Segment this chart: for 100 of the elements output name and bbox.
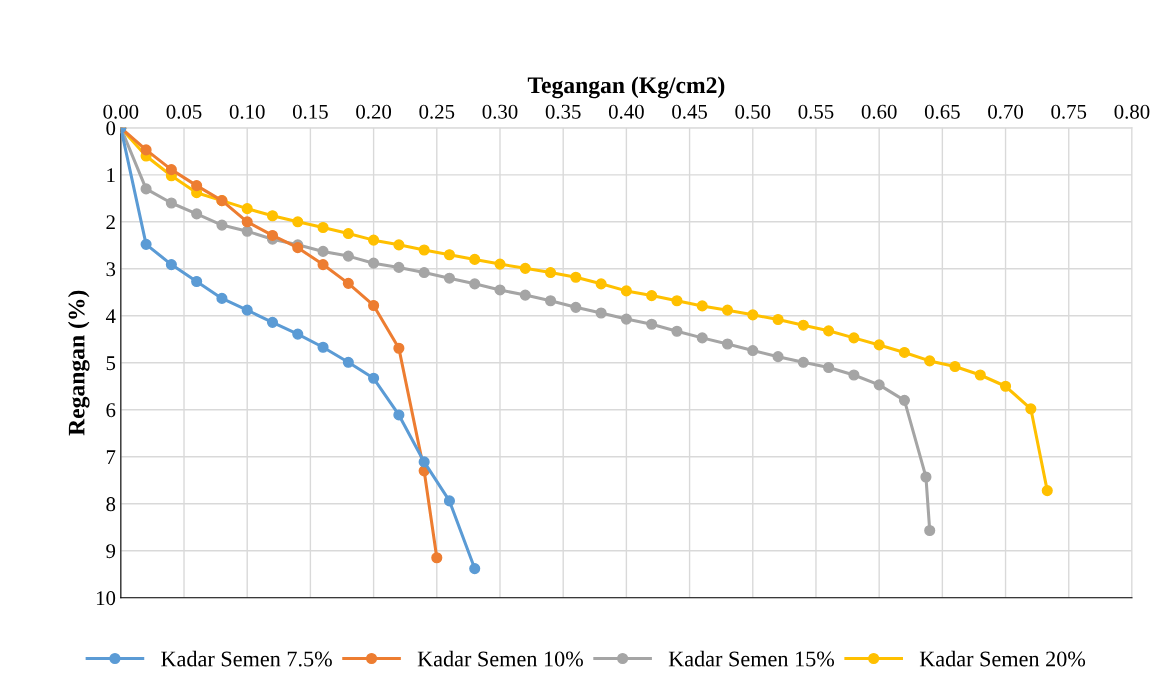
point [898,346,910,358]
point [241,304,253,316]
x-tick-label: 0.00 [103,104,139,119]
point [368,257,380,269]
x-tick-label: 0.70 [988,104,1023,119]
point [696,332,708,344]
x-tick-label: 0.50 [735,104,771,119]
point [443,272,455,284]
point [292,216,304,228]
y-tick-label: 2 [106,215,115,230]
point [924,524,936,537]
point [191,208,203,220]
point [620,285,632,297]
point [873,379,885,391]
point [292,328,304,340]
point [823,361,835,374]
x-tick-label: 0.15 [292,104,328,119]
x-tick-label: 0.40 [608,104,644,119]
point [191,275,203,288]
point [266,316,279,328]
point [848,332,860,344]
point [418,267,430,279]
point [368,299,380,312]
point [671,325,683,337]
y-tick-label: 1 [107,168,115,183]
point [949,360,961,373]
y-tick-label: 6 [106,403,116,418]
point [974,369,986,381]
point [620,313,632,325]
point [772,313,784,326]
point [317,245,329,257]
point [140,238,152,250]
point [646,290,658,302]
point [544,295,557,307]
point [646,318,658,330]
point [342,277,354,289]
point [241,225,253,237]
point [544,267,557,279]
legend-label: Kadar Semen 7.5% [161,650,332,667]
y-tick-label: 3 [106,262,116,277]
legend-label: Kadar Semen 10% [417,650,583,667]
point [519,289,531,301]
point [469,278,481,290]
x-tick-label: 0.10 [229,104,265,119]
point [494,284,506,296]
legend-label: Kadar Semen 15% [668,650,835,667]
x-tick-label: 0.75 [1051,104,1087,119]
point [140,183,152,195]
point [519,262,531,274]
point [469,563,481,575]
point [721,338,734,350]
point [595,278,607,290]
x-tick-label: 0.65 [924,104,960,119]
x-tick-label: 0.30 [482,104,518,119]
point [898,394,910,406]
y-tick-label: 4 [105,309,116,324]
point [431,552,443,564]
point [848,369,860,381]
y-tick-label: 5 [106,356,116,371]
x-tick-label: 0.05 [166,104,202,119]
point [191,180,203,192]
point [140,144,152,156]
point [368,372,380,384]
y-axis-title: Regangan (%) [67,290,90,436]
point [165,259,177,271]
x-tick-label: 0.20 [356,104,392,119]
point [570,271,582,283]
point [671,295,683,307]
point [1025,403,1037,415]
point [165,164,177,176]
point [342,228,354,240]
point [393,342,405,354]
point [595,307,607,319]
point [1041,485,1053,497]
point [797,319,809,331]
x-tick-label: 0.60 [861,104,897,119]
x-tick-label: 0.35 [545,104,581,119]
point [823,325,835,337]
point [368,234,380,246]
point [393,261,405,273]
point [317,259,329,271]
point [393,239,405,251]
y-tick-label: 9 [106,544,116,559]
y-tick-label: 8 [106,497,116,512]
point [797,356,809,368]
y-tick-label: 7 [106,450,116,464]
legend-label: Kadar Semen 20% [919,650,1086,667]
point [443,495,455,507]
point [721,304,734,316]
point [747,345,759,357]
point [216,292,228,304]
point [570,301,582,313]
point [342,250,354,262]
point [317,341,329,353]
point [443,249,455,261]
x-tick-label: 0.45 [672,104,707,119]
point [772,351,784,363]
point [418,456,430,468]
point [266,210,279,222]
y-tick-label: 0 [106,121,116,136]
